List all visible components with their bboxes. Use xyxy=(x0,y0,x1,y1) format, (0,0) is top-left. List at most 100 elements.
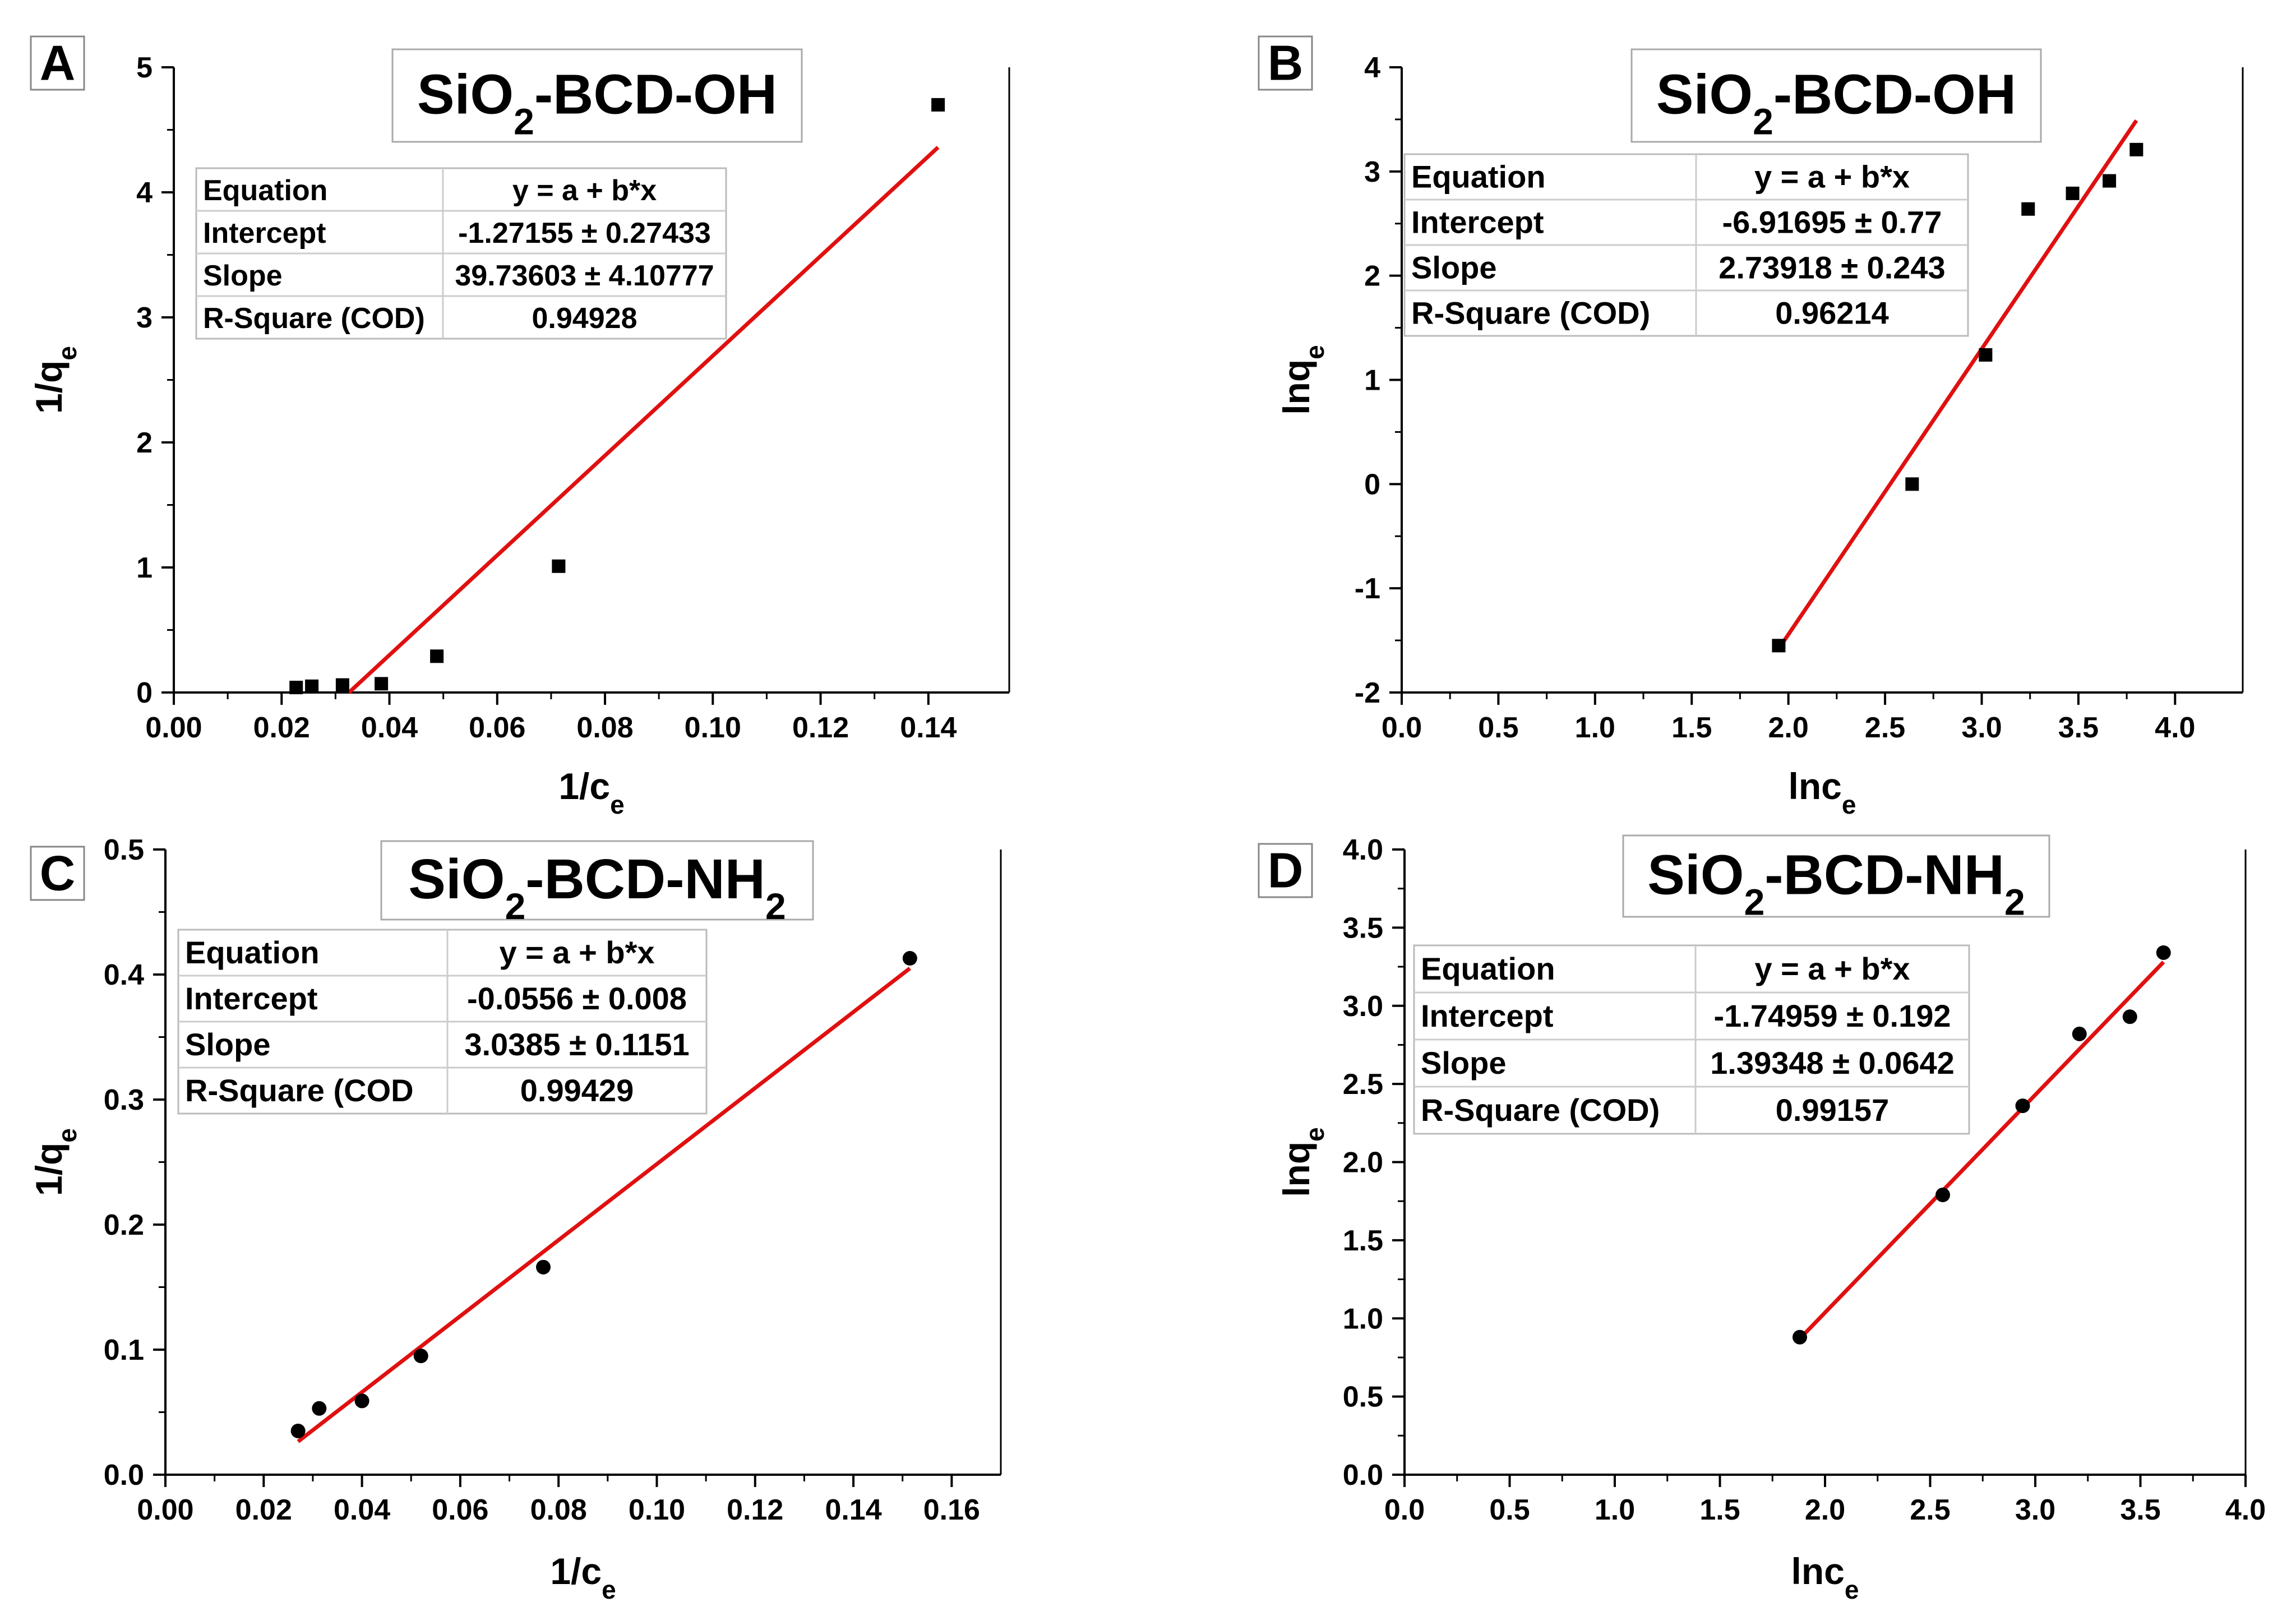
table-row-value: 0.99429 xyxy=(520,1073,634,1108)
data-point xyxy=(552,559,566,573)
x-tick-label: 0.14 xyxy=(900,712,957,744)
x-tick-label: 0.00 xyxy=(137,1494,193,1526)
data-point xyxy=(2072,1026,2087,1041)
x-tick-label: 1.0 xyxy=(1575,712,1615,744)
data-point xyxy=(2066,186,2080,200)
y-tick-label: 0.5 xyxy=(104,834,144,866)
x-tick-label: 1.0 xyxy=(1595,1494,1635,1526)
x-tick-label: 1.5 xyxy=(1699,1494,1740,1526)
table-row-value: -1.27155 ± 0.27433 xyxy=(458,217,711,250)
x-axis-label: lnce xyxy=(1791,1550,1859,1604)
data-point xyxy=(335,678,349,692)
y-axis-label: lnqe xyxy=(1276,1127,1329,1197)
data-point xyxy=(305,679,319,693)
y-tick-label: 2 xyxy=(136,427,153,459)
panel-label-box xyxy=(1258,843,1313,898)
y-tick-label: 0 xyxy=(136,677,153,709)
x-axis-label: 1/ce xyxy=(558,765,624,819)
chart-title: SiO2-BCD-OH xyxy=(1656,63,2016,142)
x-tick-label: 0.12 xyxy=(727,1494,783,1526)
table-row-label: Slope xyxy=(1421,1045,1506,1081)
table-row-value: 1.39348 ± 0.0642 xyxy=(1710,1045,1955,1081)
y-tick-label: 1.5 xyxy=(1343,1225,1383,1257)
x-tick-label: 2.0 xyxy=(1768,712,1809,744)
y-tick-label: 4 xyxy=(1364,52,1380,84)
chart-title: SiO2-BCD-OH xyxy=(417,63,777,142)
chart-title: SiO2-BCD-NH2 xyxy=(1647,844,2025,923)
x-tick-label: 0.04 xyxy=(361,712,418,744)
table-row-label: Equation xyxy=(185,935,320,970)
table-row-value: -0.0556 ± 0.008 xyxy=(467,981,687,1016)
y-tick-label: 1 xyxy=(136,552,153,584)
x-tick-label: 1.5 xyxy=(1671,712,1712,744)
data-point xyxy=(413,1349,428,1364)
y-tick-label: 2 xyxy=(1364,260,1380,293)
data-point xyxy=(1772,639,1786,653)
table-row-label: Intercept xyxy=(1411,205,1544,240)
stats-table: Equation y = a + b*x Intercept -0.0556 ± 0.… xyxy=(177,929,708,1115)
x-tick-label: 4.0 xyxy=(2225,1494,2266,1526)
panel-label: C xyxy=(40,846,76,901)
title-box xyxy=(380,840,814,921)
y-tick-label: 3.5 xyxy=(1343,912,1383,944)
y-tick-label: 3 xyxy=(1364,156,1380,188)
y-tick-label: 1.0 xyxy=(1343,1303,1383,1335)
data-point xyxy=(289,681,303,695)
fit-line xyxy=(297,967,911,1443)
y-tick-label: 4.0 xyxy=(1343,834,1383,866)
y-tick-label: 5 xyxy=(136,52,153,84)
data-point xyxy=(430,649,444,663)
panel-label-box xyxy=(1258,35,1313,91)
table-row-value: 39.73603 ± 4.10777 xyxy=(455,260,714,292)
table-row-label: Equation xyxy=(1411,159,1546,195)
table-row-value: 2.73918 ± 0.243 xyxy=(1718,250,1945,285)
panel-label-box xyxy=(30,35,85,91)
x-axis-label: 1/ce xyxy=(550,1550,616,1604)
data-point xyxy=(2122,1009,2137,1024)
data-point xyxy=(1979,348,1993,362)
y-tick-label: 0.2 xyxy=(104,1209,144,1241)
data-point xyxy=(1793,1329,1807,1345)
table-row-label: Equation xyxy=(1421,951,1555,986)
x-tick-label: 0.08 xyxy=(530,1494,587,1526)
panel-b: B 0.0 0.5 1.0 1.5 2.0 2.5 3.0 3.5 4.0 -2 -1 0 1 2 3 4 lnc… xyxy=(1258,35,2244,819)
title-box xyxy=(1630,48,2042,143)
y-axis-label: lnqe xyxy=(1276,345,1329,415)
y-tick-label: 1 xyxy=(1364,364,1380,397)
fit-line xyxy=(1798,961,2165,1340)
table-row-label: R-Square (COD) xyxy=(203,302,425,335)
x-tick-label: 0.5 xyxy=(1478,712,1518,744)
y-tick-label: 0 xyxy=(1364,468,1380,501)
x-tick-label: 0.0 xyxy=(1384,1494,1425,1526)
panel-d: D 0.0 0.5 1.0 1.5 2.0 2.5 3.0 3.5 4.0 0.0 0.5 1.0 1.5… xyxy=(1258,834,2266,1604)
y-tick-label: 0.0 xyxy=(104,1459,144,1492)
x-tick-label: 0.5 xyxy=(1489,1494,1530,1526)
data-point xyxy=(931,98,945,112)
table-row-value: 3.0385 ± 0.1151 xyxy=(464,1027,689,1062)
stats-table: Equation y = a + b*x Intercept -1.74959 ± 0… xyxy=(1413,944,1970,1135)
table-row-value: 0.94928 xyxy=(532,302,637,335)
panel-a: A 0.00 0.02 0.04 0.06 0.08 0.10 0.12 0.14 0 1 2 3 4 5 1… xyxy=(28,35,1010,819)
table-row-label: Intercept xyxy=(1421,998,1554,1033)
y-axis-label: 1/qe xyxy=(28,1128,82,1196)
fit-line xyxy=(348,146,940,694)
data-point xyxy=(290,1423,306,1438)
data-point xyxy=(1905,477,1919,491)
table-row-label: Intercept xyxy=(185,981,318,1016)
chart-title: SiO2-BCD-NH2 xyxy=(408,848,786,927)
panel-c: C 0.00 0.02 0.04 0.06 0.08 0.10 0.12 0.14 0.16 0.0… xyxy=(28,834,1002,1604)
y-tick-label: 2.5 xyxy=(1343,1068,1383,1101)
table-row-value: y = a + b*x xyxy=(499,935,654,970)
table-row-value: y = a + b*x xyxy=(1754,159,1910,195)
y-tick-label: 2.0 xyxy=(1343,1147,1383,1179)
panel-label: A xyxy=(40,35,76,91)
table-row-value: -6.91695 ± 0.77 xyxy=(1722,205,1942,240)
y-tick-label: -2 xyxy=(1355,677,1380,709)
table-row-label: Slope xyxy=(185,1027,270,1062)
x-tick-label: 0.02 xyxy=(253,712,310,744)
y-tick-label: 0.0 xyxy=(1343,1459,1383,1492)
y-tick-label: 3.0 xyxy=(1343,990,1383,1023)
table-row-value: 0.99157 xyxy=(1776,1092,1889,1128)
panel-label-box xyxy=(30,846,85,901)
